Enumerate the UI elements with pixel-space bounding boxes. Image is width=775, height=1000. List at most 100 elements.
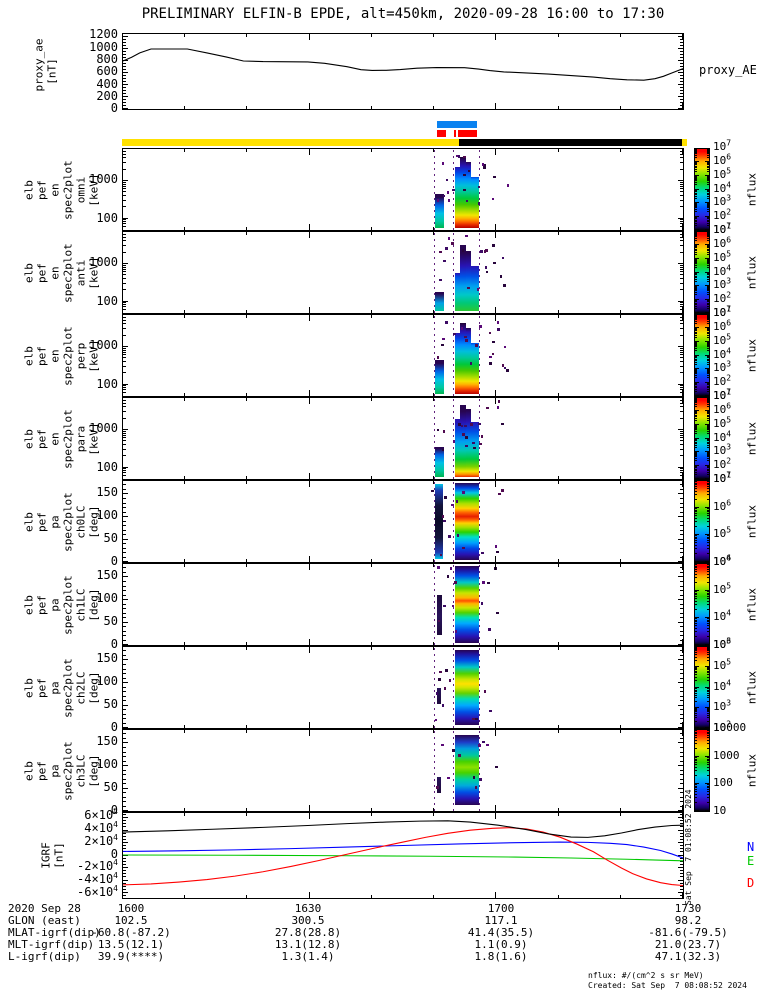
colorbar-tick xyxy=(695,536,697,538)
noise-speck xyxy=(468,169,471,172)
y-tick xyxy=(680,93,683,94)
colorbar-tick xyxy=(707,278,709,280)
colorbar-tick xyxy=(707,341,709,343)
colorbar-tick xyxy=(707,383,709,385)
y-tick xyxy=(123,334,126,336)
colorbar-tick xyxy=(707,193,709,195)
x-tick xyxy=(370,149,372,152)
colorbar-tick xyxy=(695,315,697,317)
colorbar-tick xyxy=(707,390,709,392)
colorbar-tick xyxy=(707,758,709,760)
colorbar-axis-label: nflux xyxy=(745,670,759,705)
y-tick xyxy=(123,448,126,450)
colorbar-tick xyxy=(695,168,697,170)
x-tick xyxy=(619,315,621,318)
y-tick xyxy=(680,81,683,82)
y-tick xyxy=(680,520,683,522)
y-tick xyxy=(123,668,126,670)
colorbar-tick xyxy=(707,411,709,413)
colorbar-tick xyxy=(707,761,709,763)
colorbar-tick xyxy=(707,598,709,600)
colorbar-tick xyxy=(705,729,709,730)
colorbar-tick-label: 103 xyxy=(713,276,732,292)
colorbar-tick xyxy=(705,314,709,315)
noise-speck xyxy=(453,333,457,336)
y-tick xyxy=(680,612,683,614)
y-tick xyxy=(680,434,683,436)
colorbar-tick xyxy=(695,148,699,149)
x-tick xyxy=(308,730,310,736)
annotation-value: 117.1 xyxy=(484,914,518,927)
y-tick xyxy=(680,223,683,225)
colorbar-tick xyxy=(695,652,697,654)
colorbar-tick xyxy=(695,342,697,344)
y-tick xyxy=(680,832,683,834)
x-tick xyxy=(122,473,123,479)
axis-tick-label: -2×104 xyxy=(77,858,118,874)
colorbar-tick xyxy=(707,301,709,303)
y-tick xyxy=(678,787,683,789)
colorbar-tick xyxy=(707,399,709,401)
colorbar-tick xyxy=(695,788,697,790)
y-tick xyxy=(680,105,683,106)
y-tick xyxy=(680,63,683,64)
colorbar-tick xyxy=(695,246,697,248)
colorbar-tick xyxy=(705,616,709,618)
x-tick xyxy=(122,307,123,313)
colorbar-tick xyxy=(695,191,697,193)
colorbar-tick xyxy=(695,244,699,246)
noise-speck xyxy=(480,434,483,438)
y-tick xyxy=(678,108,683,109)
colorbar-tick xyxy=(695,494,697,496)
colorbar-tick xyxy=(695,488,697,490)
y-tick xyxy=(680,470,683,472)
colorbar-tick xyxy=(707,274,709,276)
y-tick xyxy=(680,402,683,404)
colorbar-tick xyxy=(695,465,697,467)
colorbar-tick xyxy=(707,467,709,469)
noise-speck xyxy=(503,284,507,288)
x-tick xyxy=(433,232,435,235)
colorbar-tick xyxy=(695,690,697,692)
colorbar-tick xyxy=(695,669,697,671)
noise-speck xyxy=(487,628,491,632)
noise-speck xyxy=(478,324,482,328)
colorbar-tick xyxy=(707,336,709,338)
colorbar-tick xyxy=(695,782,699,784)
colorbar-tick xyxy=(707,290,709,292)
colorbar-tick xyxy=(707,511,709,513)
colorbar-tick xyxy=(707,275,709,277)
x-tick xyxy=(246,564,248,567)
colorbar xyxy=(694,729,710,812)
colorbar-tick xyxy=(695,165,697,167)
colorbar-tick xyxy=(707,412,709,414)
x-tick xyxy=(433,808,435,811)
y-tick xyxy=(680,327,683,329)
noise-speck xyxy=(492,352,495,355)
noise-speck xyxy=(480,601,483,605)
colorbar-tick xyxy=(705,727,709,728)
y-tick xyxy=(680,251,683,253)
y-tick xyxy=(680,437,683,439)
colorbar-tick xyxy=(695,717,697,719)
y-tick xyxy=(123,511,126,513)
colorbar-tick xyxy=(707,568,709,570)
colorbar-tick xyxy=(705,367,709,369)
colorbar-tick xyxy=(695,272,697,274)
noise-speck xyxy=(495,611,499,614)
colorbar-tick xyxy=(707,565,709,567)
x-tick xyxy=(184,725,186,728)
y-tick xyxy=(123,525,126,526)
annotation-row-glon: GLON (east) 102.5 300.5 117.1 98.2 xyxy=(0,914,775,927)
colorbar-tick xyxy=(707,517,709,519)
x-tick xyxy=(246,149,248,152)
colorbar-tick xyxy=(707,619,709,621)
y-tick xyxy=(680,589,683,591)
colorbar-tick-label: 103 xyxy=(713,636,732,651)
colorbar-tick xyxy=(695,687,697,689)
colorbar-tick xyxy=(707,148,709,150)
x-tick xyxy=(370,393,372,396)
y-tick xyxy=(123,406,126,408)
y-tick xyxy=(680,236,683,238)
colorbar-tick xyxy=(695,455,697,457)
